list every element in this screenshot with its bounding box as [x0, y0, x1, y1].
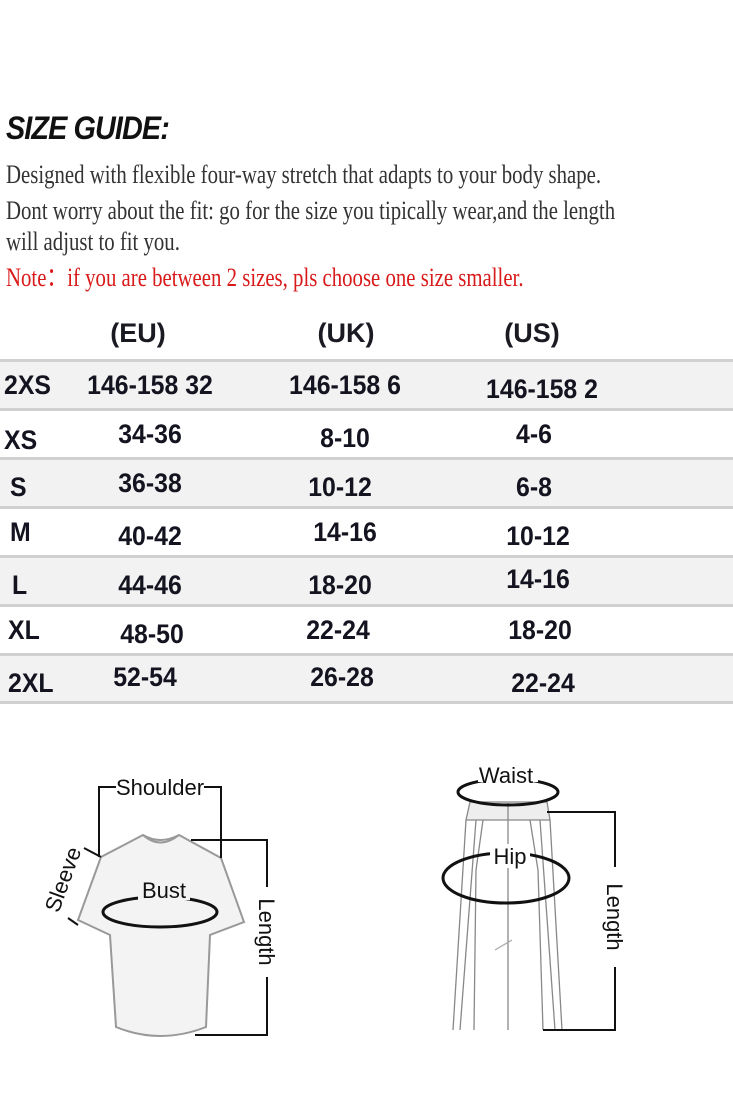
- us-size: 146-158 2: [486, 374, 598, 404]
- uk-size: 22-24: [306, 615, 370, 645]
- sleeve-label: Sleeve: [40, 844, 87, 916]
- us-size: 6-8: [516, 472, 552, 502]
- page-title: SIZE GUIDE:: [6, 110, 170, 146]
- size-label: S: [10, 472, 27, 502]
- header-uk: (UK): [317, 318, 375, 348]
- shoulder-bracket: [98, 786, 116, 857]
- header-eu: (EU): [110, 318, 166, 348]
- eu-size: 34-36: [118, 419, 182, 449]
- table-row: S 36-38 10-12 6-8: [0, 457, 733, 506]
- us-size: 18-20: [508, 615, 572, 645]
- table-row: XS 34-36 8-10 4-6: [0, 408, 733, 457]
- table-row: M 40-42 14-16 10-12: [0, 506, 733, 555]
- eu-size: 40-42: [118, 521, 182, 551]
- size-label: 2XL: [8, 668, 54, 698]
- length-bracket: [547, 811, 616, 867]
- uk-size: 8-10: [320, 423, 370, 453]
- size-label: XS: [4, 425, 38, 455]
- uk-size: 10-12: [308, 472, 372, 502]
- size-label: M: [10, 517, 31, 547]
- pants-diagram: Waist Hip Length: [441, 762, 627, 1031]
- length-bracket: [191, 839, 268, 887]
- us-size: 10-12: [506, 521, 570, 551]
- table-row: 2XS 146-158 32 146-158 6 146-158 2: [0, 359, 733, 408]
- size-label: 2XS: [4, 370, 51, 400]
- table-row: 2XL 52-54 26-28 22-24: [0, 653, 733, 702]
- description-line-3: will adjust to fit you.: [6, 227, 180, 256]
- us-size: 22-24: [511, 668, 575, 698]
- size-label: XL: [8, 615, 40, 645]
- description-line-2: Dont worry about the fit: go for the siz…: [6, 196, 616, 225]
- uk-size: 146-158 6: [289, 370, 401, 400]
- tshirt-icon: [76, 833, 246, 1037]
- eu-size: 146-158 32: [87, 370, 213, 400]
- us-size: 14-16: [506, 564, 570, 594]
- hip-label: Hip: [493, 844, 526, 869]
- uk-size: 14-16: [313, 517, 377, 547]
- eu-size: 36-38: [118, 468, 182, 498]
- eu-size: 48-50: [120, 619, 184, 649]
- header-us: (US): [504, 318, 560, 348]
- length-label-top: Length: [254, 898, 279, 965]
- size-label: L: [12, 570, 28, 600]
- pants-icon: [452, 801, 563, 1031]
- table-row: XL 48-50 22-24 18-20: [0, 604, 733, 653]
- bust-label: Bust: [142, 878, 186, 903]
- shoulder-label: Shoulder: [116, 775, 204, 800]
- tshirt-diagram: Shoulder Sleeve Bust Length: [40, 775, 279, 1037]
- waist-label: Waist: [479, 763, 533, 788]
- sizing-note: Note：if you are between 2 sizes, pls cho…: [6, 263, 524, 292]
- uk-size: 26-28: [310, 662, 374, 692]
- eu-size: 52-54: [113, 662, 177, 692]
- length-label-pants: Length: [602, 883, 627, 950]
- eu-size: 44-46: [118, 570, 182, 600]
- table-row: L 44-46 18-20 14-16: [0, 555, 733, 604]
- description-line-1: Designed with flexible four-way stretch …: [6, 160, 602, 189]
- table-bottom-border: [0, 701, 733, 704]
- us-size: 4-6: [516, 419, 552, 449]
- uk-size: 18-20: [308, 570, 372, 600]
